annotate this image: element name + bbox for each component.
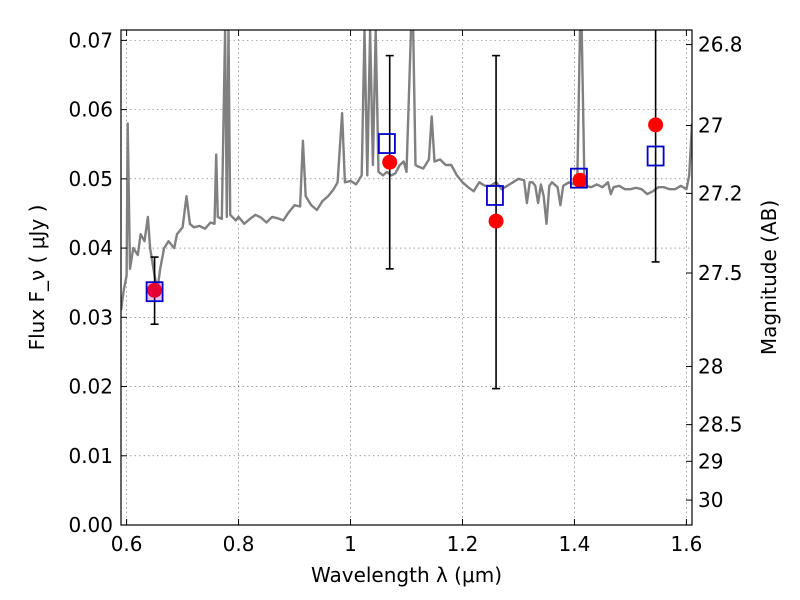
right-tick-label: 27.2 xyxy=(698,181,743,205)
right-tick-label: 26.8 xyxy=(698,33,743,57)
model-photometry-square xyxy=(486,185,504,206)
model-spectrum-line xyxy=(121,30,692,311)
model-photometry-square xyxy=(378,133,396,154)
right-tick-label: 28.5 xyxy=(698,413,743,437)
plot-frame xyxy=(120,29,693,526)
observed-flux-point xyxy=(488,213,504,229)
model-photometry-square xyxy=(145,281,164,303)
right-tick-label: 27 xyxy=(698,114,723,138)
observed-flux-point xyxy=(648,117,664,133)
y-axis-label: Flux F_ν ( μJy ) xyxy=(25,205,49,351)
observed-flux-point xyxy=(382,154,398,170)
model-photometry-square xyxy=(570,167,588,189)
y-tick-label: 0.00 xyxy=(68,513,113,537)
spectrum-path xyxy=(121,30,692,311)
x-tick-label: 0.8 xyxy=(223,532,255,556)
x-tick-label: 1.4 xyxy=(559,532,591,556)
right-axis-label: Magnitude (AB) xyxy=(757,200,781,355)
right-tick-label: 28 xyxy=(698,354,723,378)
right-tick-label: 30 xyxy=(698,488,723,512)
y-tick-label: 0.07 xyxy=(68,28,113,52)
right-tick-label: 29 xyxy=(698,449,723,473)
model-photometry-square xyxy=(646,145,665,167)
x-tick-label: 1 xyxy=(344,532,357,556)
y-tick-label: 0.02 xyxy=(68,375,113,399)
axis-ticks: 0.6 0.8 1 1.2 1.4 1.6 0.00 0.01 0.02 0.03 0.04 0.05… xyxy=(68,28,742,556)
x-axis-label: Wavelength λ (μm) xyxy=(311,563,502,587)
y-tick-label: 0.01 xyxy=(68,444,113,468)
y-tick-label: 0.03 xyxy=(68,305,113,329)
x-tick-label: 0.6 xyxy=(111,532,143,556)
right-tick-label: 27.5 xyxy=(698,261,743,285)
y-tick-label: 0.06 xyxy=(68,98,113,122)
overlap-tint xyxy=(147,283,162,301)
observed-flux-point xyxy=(147,282,163,298)
observed-flux-point xyxy=(572,172,588,188)
data-points xyxy=(145,117,665,303)
x-tick-label: 1.6 xyxy=(670,532,702,556)
x-tick-label: 1.2 xyxy=(447,532,479,556)
y-tick-label: 0.04 xyxy=(68,236,113,260)
y-tick-label: 0.05 xyxy=(68,167,113,191)
